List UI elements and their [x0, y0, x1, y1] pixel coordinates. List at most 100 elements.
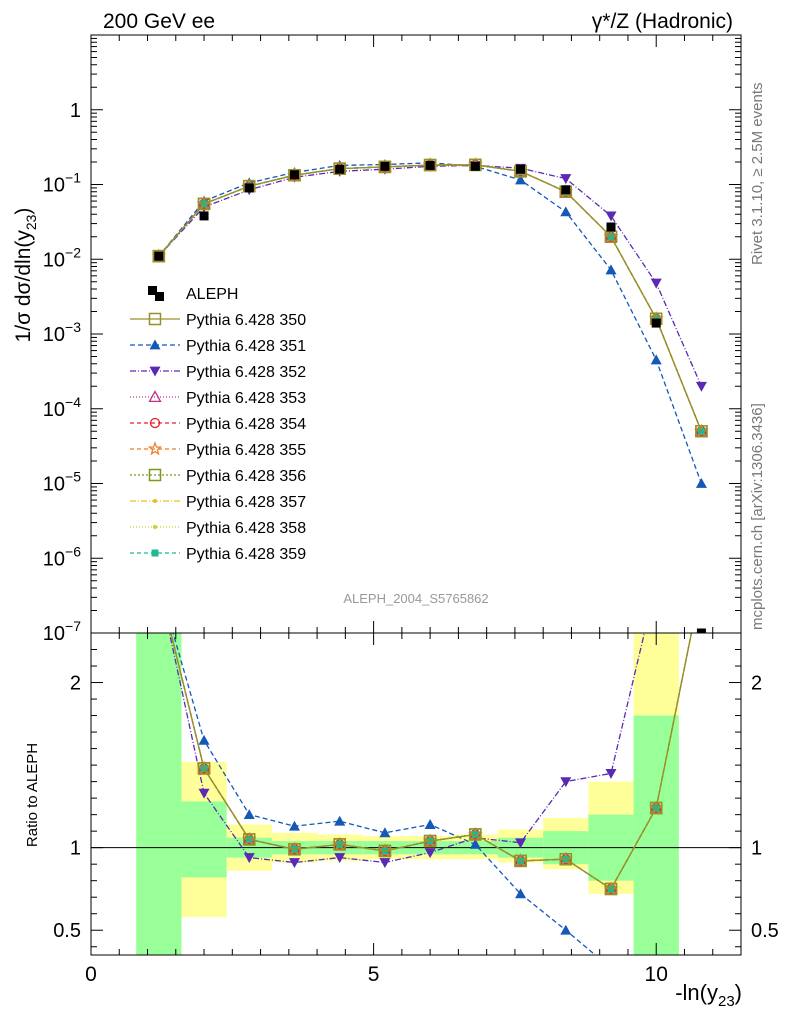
main-marker-350-4: [333, 162, 346, 175]
x-tick-label-0: 0: [85, 963, 97, 986]
ratio-marker-350-7: [469, 828, 482, 841]
side-version-text: Rivet 3.1.10, ≥ 2.5M events: [749, 83, 766, 266]
main-marker-352-10: [605, 211, 617, 222]
ratio-marker-352-12: [696, 579, 707, 589]
ratio-marker-351-1: [198, 734, 210, 745]
ratio-ytick-label-right-1: 1: [751, 838, 762, 860]
aleph-point-11: [651, 318, 661, 328]
header-right-title: γ*/Z (Hadronic): [592, 10, 733, 33]
legend-label-352: Pythia 6.428 352: [186, 364, 306, 381]
ratio-marker-352-0: [153, 579, 164, 589]
ratio-ylabel: Ratio to ALEPH: [24, 743, 41, 847]
legend-marker-354: [149, 417, 161, 429]
ratio-ytick-label-1: 1: [70, 838, 81, 860]
ratio-line-350: [170, 633, 693, 890]
aleph-point-3: [289, 170, 299, 180]
ratio-marker-350-4: [333, 838, 346, 851]
ratio-marker-351-0: [153, 578, 164, 588]
main-ytick-label: 10−6: [43, 543, 81, 570]
aleph-point-0: [154, 251, 164, 261]
ratio-marker-357-0: [157, 581, 161, 585]
main-ylabel: 1/σ dσ/dln(y23): [12, 208, 39, 343]
ratio-marker-350-9: [559, 852, 573, 866]
ratio-marker-357-12: [699, 581, 703, 585]
ratio-marker-352-9: [560, 777, 572, 788]
main-marker-351-12: [695, 478, 707, 488]
legend-marker-352: [149, 366, 161, 377]
legend-marker-355: [147, 441, 163, 456]
aleph-point-12: [696, 628, 706, 633]
side-source-text: mcplots.cern.ch [arXiv:1306.3436]: [749, 403, 766, 630]
legend-aleph-marker-b: [155, 292, 164, 301]
analysis-id: ALEPH_2004_S5765862: [343, 591, 488, 606]
main-ytick-label: 10−4: [43, 394, 81, 421]
ratio-line-351: [172, 633, 597, 955]
main-ytick-label: 10−3: [43, 319, 81, 346]
ratio-marker-358-0: [157, 581, 161, 585]
ratio-marker-351-9: [560, 924, 572, 935]
ratio-ytick-label-right-2: 2: [751, 673, 762, 695]
ratio-marker-351-2: [243, 809, 255, 820]
main-marker-350-0: [152, 249, 166, 263]
main-ytick-label: 10−5: [43, 469, 81, 496]
ratio-marker-350-6: [423, 834, 437, 848]
main-marker-350-5: [378, 160, 392, 174]
legend-marker-353: [148, 390, 162, 403]
ratio-marker-352-5: [379, 858, 391, 869]
legend-marker-357: [153, 499, 157, 503]
ratio-marker-352-6: [424, 848, 436, 859]
x-axis-label: -ln(y23): [675, 980, 742, 1010]
green-band-1: [181, 801, 227, 878]
ratio-marker-359-0: [155, 580, 162, 587]
ratio-uncertainty-bands: [91, 633, 741, 955]
main-marker-350-6: [423, 158, 437, 172]
ratio-ytick-label-2: 2: [70, 673, 81, 695]
main-marker-352-9: [560, 174, 572, 185]
main-marker-351-8: [515, 174, 527, 185]
aleph-point-5: [380, 161, 390, 171]
legend-marker-350: [148, 312, 162, 326]
ratio-marker-350-11: [649, 801, 663, 815]
ratio-marker-351-5: [379, 827, 391, 838]
legend-marker-359: [151, 549, 159, 557]
main-marker-350-12: [695, 425, 708, 438]
main-marker-351-10: [605, 264, 617, 275]
ratio-marker-350-3: [288, 843, 301, 856]
ratio-marker-350-0: [153, 578, 164, 589]
aleph-point-7: [470, 161, 480, 171]
legend-label-353: Pythia 6.428 353: [186, 390, 306, 407]
ratio-marker-350-2: [243, 833, 256, 846]
ratio-marker-350-5: [378, 844, 392, 858]
main-marker-352-12: [695, 381, 707, 392]
main-marker-351-9: [560, 206, 572, 217]
aleph-point-10: [606, 222, 616, 232]
main-ytick-label: 10−7: [43, 618, 81, 645]
aleph-point-9: [561, 185, 571, 195]
ratio-marker-350-1: [197, 762, 211, 775]
legend-marker-358: [153, 525, 157, 529]
ratio-marker-353-0: [153, 578, 164, 588]
main-marker-350-3: [288, 168, 301, 182]
ratio-marker-353-12: [696, 578, 707, 588]
ratio-marker-350-8: [514, 854, 527, 868]
legend: ALEPH Pythia 6.428 350 Pythia 6.428 351 Pyt…: [130, 286, 306, 563]
aleph-point-1: [199, 211, 209, 221]
ratio-marker-354-0: [154, 579, 163, 588]
ratio-marker-355-0: [153, 578, 164, 589]
legend-label-355: Pythia 6.428 355: [186, 442, 306, 459]
ratio-marker-359-12: [698, 580, 705, 587]
svg-text:1/σ dσ/dln(y23): 1/σ dσ/dln(y23): [12, 208, 39, 343]
ratio-marker-352-3: [288, 858, 300, 869]
main-data-points: [154, 160, 706, 633]
aleph-point-4: [335, 164, 345, 174]
legend-label-354: Pythia 6.428 354: [186, 416, 306, 433]
main-marker-350-1: [197, 197, 211, 211]
ratio-marker-351-3: [288, 820, 300, 831]
main-ytick-label: 10−2: [43, 244, 81, 271]
ratio-marker-352-11: [651, 579, 662, 589]
ratio-marker-352-2: [243, 853, 255, 864]
ratio-marker-352-1: [198, 788, 210, 799]
ratio-marker-352-10: [605, 768, 617, 779]
legend-marker-356: [148, 468, 162, 482]
